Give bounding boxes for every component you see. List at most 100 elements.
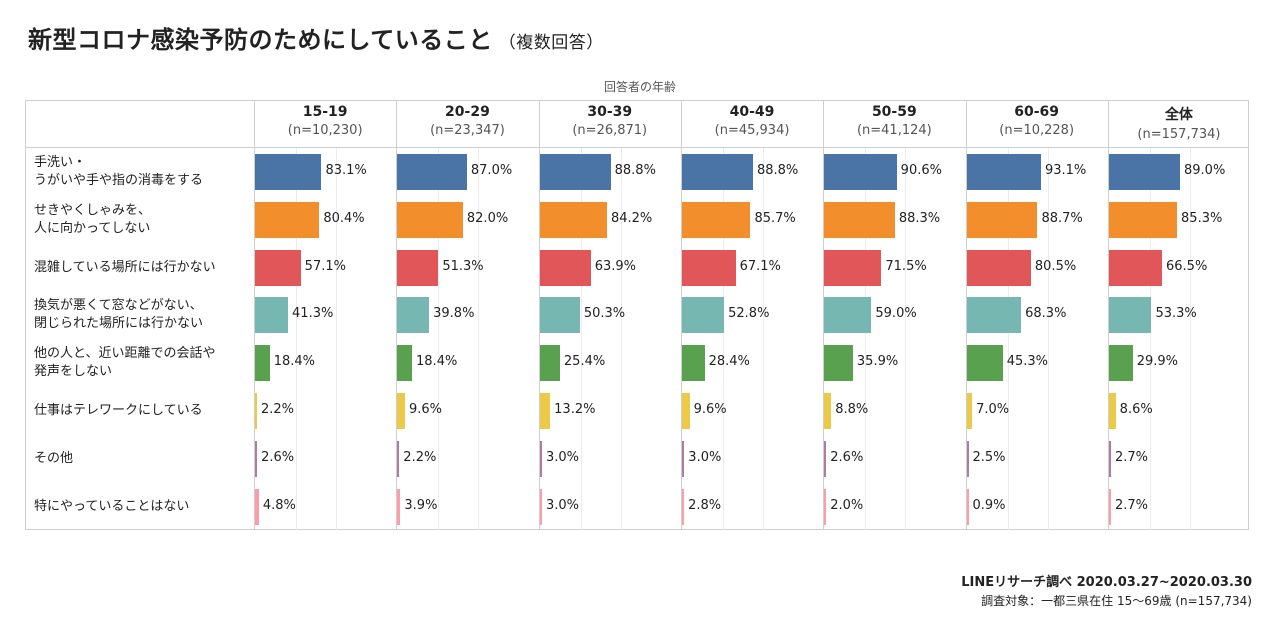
bar bbox=[824, 488, 827, 525]
data-label: 29.9% bbox=[1136, 354, 1179, 370]
gridline-50 bbox=[580, 148, 582, 530]
bar bbox=[966, 392, 973, 429]
column-divider bbox=[965, 100, 967, 530]
data-label: 87.0% bbox=[470, 162, 513, 178]
header-divider bbox=[25, 147, 1249, 148]
row-label: その他 bbox=[34, 450, 74, 466]
data-label: 13.2% bbox=[554, 401, 596, 417]
column-header-sample-size: (n=26,871) bbox=[572, 123, 648, 138]
gridline-50 bbox=[1007, 148, 1009, 530]
row-label: 混雑している場所には行かない bbox=[34, 259, 216, 275]
bar bbox=[1108, 249, 1162, 286]
bar bbox=[255, 249, 301, 286]
bar bbox=[824, 201, 895, 238]
data-label: 2.7% bbox=[1114, 497, 1148, 513]
bar bbox=[681, 201, 751, 238]
bar bbox=[1108, 345, 1133, 382]
bar bbox=[1108, 297, 1152, 334]
column-header: 20-29 (n=23,347) bbox=[396, 104, 538, 138]
data-label: 41.3% bbox=[292, 306, 334, 322]
bar bbox=[397, 201, 463, 238]
column-divider bbox=[396, 100, 398, 530]
chart-table bbox=[25, 100, 1249, 530]
bar bbox=[255, 440, 258, 477]
data-label: 2.2% bbox=[261, 401, 295, 417]
column-header-sample-size: (n=41,124) bbox=[856, 123, 932, 138]
bar bbox=[397, 297, 430, 334]
bar bbox=[397, 488, 401, 525]
column-header: 15-19 (n=10,230) bbox=[254, 104, 396, 138]
row-label: 他の人と、近い距離での会話や 発声をしない bbox=[34, 346, 216, 380]
data-label: 45.3% bbox=[1006, 354, 1049, 370]
gridline-50 bbox=[722, 148, 724, 530]
data-label: 0.9% bbox=[972, 497, 1006, 513]
bar bbox=[539, 440, 542, 477]
data-label: 8.8% bbox=[835, 401, 869, 417]
gridline-100 bbox=[1189, 148, 1191, 530]
bar bbox=[966, 440, 969, 477]
data-label: 88.8% bbox=[756, 162, 799, 178]
data-label: 2.5% bbox=[972, 449, 1006, 465]
data-label: 85.3% bbox=[1181, 210, 1223, 226]
gridline-100 bbox=[1047, 148, 1049, 530]
row-label: 仕事はテレワークにしている bbox=[34, 402, 203, 418]
bar bbox=[539, 153, 611, 190]
column-header-label: 30-39 bbox=[587, 104, 633, 120]
bar bbox=[255, 201, 320, 238]
data-label: 2.0% bbox=[830, 497, 864, 513]
column-header: 全体 (n=157,734) bbox=[1108, 104, 1250, 142]
data-label: 2.7% bbox=[1114, 449, 1148, 465]
column-header-label: 15-19 bbox=[302, 104, 348, 120]
bar bbox=[539, 488, 542, 525]
chart-subtitle: （複数回答） bbox=[498, 33, 604, 53]
gridline-100 bbox=[336, 148, 337, 530]
bar bbox=[255, 392, 257, 429]
data-label: 67.1% bbox=[739, 258, 781, 274]
axis-caption: 回答者の年齢 bbox=[603, 80, 676, 94]
column-header: 30-39 (n=26,871) bbox=[539, 104, 681, 138]
data-label: 3.0% bbox=[546, 449, 580, 465]
bar bbox=[1108, 201, 1178, 238]
data-label: 9.6% bbox=[408, 401, 442, 417]
data-label: 7.0% bbox=[976, 401, 1010, 417]
data-label: 2.2% bbox=[403, 449, 437, 465]
data-label: 84.2% bbox=[610, 210, 653, 226]
column-header: 50-59 (n=41,124) bbox=[823, 104, 965, 138]
column-header-sample-size: (n=10,228) bbox=[999, 123, 1075, 138]
data-label: 85.7% bbox=[754, 210, 796, 226]
bar bbox=[966, 201, 1038, 238]
column-divider bbox=[538, 100, 540, 530]
data-label: 93.1% bbox=[1044, 162, 1087, 178]
data-label: 18.4% bbox=[416, 354, 458, 370]
data-label: 3.0% bbox=[546, 497, 580, 513]
data-label: 2.6% bbox=[830, 449, 864, 465]
data-label: 8.6% bbox=[1119, 401, 1153, 417]
data-label: 68.3% bbox=[1025, 306, 1067, 322]
column-header-sample-size: (n=157,734) bbox=[1137, 127, 1221, 142]
column-divider bbox=[680, 100, 682, 530]
data-label: 83.1% bbox=[325, 162, 367, 178]
chart-title-main: 新型コロナ感染予防のためにしていること bbox=[28, 26, 493, 54]
data-label: 88.3% bbox=[898, 210, 941, 226]
gridline-100 bbox=[905, 148, 907, 530]
data-label: 50.3% bbox=[583, 306, 626, 322]
bar bbox=[255, 345, 270, 382]
row-label: せきやくしゃみを、 人に向かってしない bbox=[34, 202, 152, 236]
bar bbox=[824, 249, 882, 286]
column-header-label: 40-49 bbox=[729, 104, 775, 120]
bar bbox=[681, 297, 725, 334]
data-label: 18.4% bbox=[273, 354, 316, 370]
data-label: 3.0% bbox=[688, 449, 722, 465]
bar bbox=[539, 297, 580, 334]
data-label: 82.0% bbox=[466, 210, 509, 226]
gridline-100 bbox=[478, 148, 480, 530]
row-label: 換気が悪くて窓などがない、 閉じられた場所には行かない bbox=[34, 298, 204, 332]
bar bbox=[966, 297, 1022, 334]
bar bbox=[824, 345, 853, 382]
source-line: LINEリサーチ調べ 2020.03.27~2020.03.30 bbox=[961, 575, 1252, 590]
survey-target: 調査対象：一都三県在住 15〜69歳 (n=157,734) bbox=[981, 594, 1252, 608]
bar bbox=[824, 440, 827, 477]
data-label: 89.0% bbox=[1184, 162, 1226, 178]
data-label: 4.8% bbox=[262, 497, 296, 513]
bar bbox=[681, 249, 736, 286]
